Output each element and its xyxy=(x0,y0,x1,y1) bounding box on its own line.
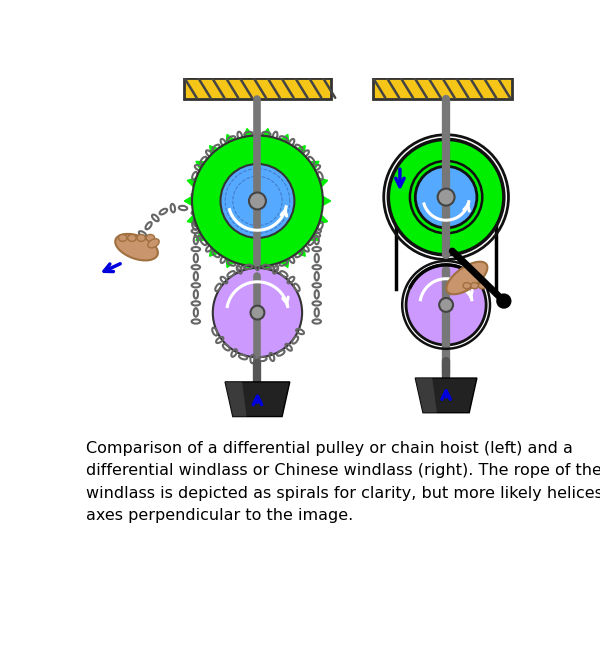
Circle shape xyxy=(251,306,265,319)
Polygon shape xyxy=(317,178,328,189)
Polygon shape xyxy=(261,128,272,139)
Circle shape xyxy=(437,189,455,205)
Bar xyxy=(184,78,331,99)
Ellipse shape xyxy=(128,235,136,242)
Ellipse shape xyxy=(446,262,487,294)
Circle shape xyxy=(497,294,511,308)
Polygon shape xyxy=(279,257,289,268)
Polygon shape xyxy=(184,196,194,207)
Polygon shape xyxy=(243,128,254,139)
Polygon shape xyxy=(415,378,477,413)
Bar xyxy=(373,78,512,99)
Circle shape xyxy=(439,298,453,312)
Circle shape xyxy=(213,268,302,357)
Ellipse shape xyxy=(115,234,158,260)
Polygon shape xyxy=(226,134,236,145)
Circle shape xyxy=(406,265,486,345)
Polygon shape xyxy=(209,246,220,256)
Polygon shape xyxy=(225,382,247,417)
Ellipse shape xyxy=(463,283,471,289)
Polygon shape xyxy=(243,263,254,273)
Polygon shape xyxy=(196,231,207,240)
Circle shape xyxy=(249,192,266,209)
Ellipse shape xyxy=(118,235,127,242)
Ellipse shape xyxy=(478,283,486,289)
Ellipse shape xyxy=(137,235,145,242)
Ellipse shape xyxy=(471,283,478,289)
Polygon shape xyxy=(209,146,220,156)
Circle shape xyxy=(220,164,295,238)
Polygon shape xyxy=(321,196,331,207)
Ellipse shape xyxy=(146,235,155,242)
Circle shape xyxy=(388,139,504,255)
Polygon shape xyxy=(308,161,319,171)
Polygon shape xyxy=(295,246,305,256)
Polygon shape xyxy=(308,231,319,240)
Polygon shape xyxy=(317,214,328,224)
Polygon shape xyxy=(261,263,272,273)
Polygon shape xyxy=(295,146,305,156)
Ellipse shape xyxy=(148,238,159,248)
Text: Comparison of a differential pulley or chain hoist (left) and a
differential win: Comparison of a differential pulley or c… xyxy=(86,441,600,523)
Circle shape xyxy=(415,167,477,228)
Polygon shape xyxy=(187,214,198,224)
Polygon shape xyxy=(279,134,289,145)
Polygon shape xyxy=(187,178,198,189)
Polygon shape xyxy=(226,257,236,268)
Polygon shape xyxy=(196,161,207,171)
Polygon shape xyxy=(415,378,437,413)
Circle shape xyxy=(192,135,323,266)
Polygon shape xyxy=(225,382,290,417)
